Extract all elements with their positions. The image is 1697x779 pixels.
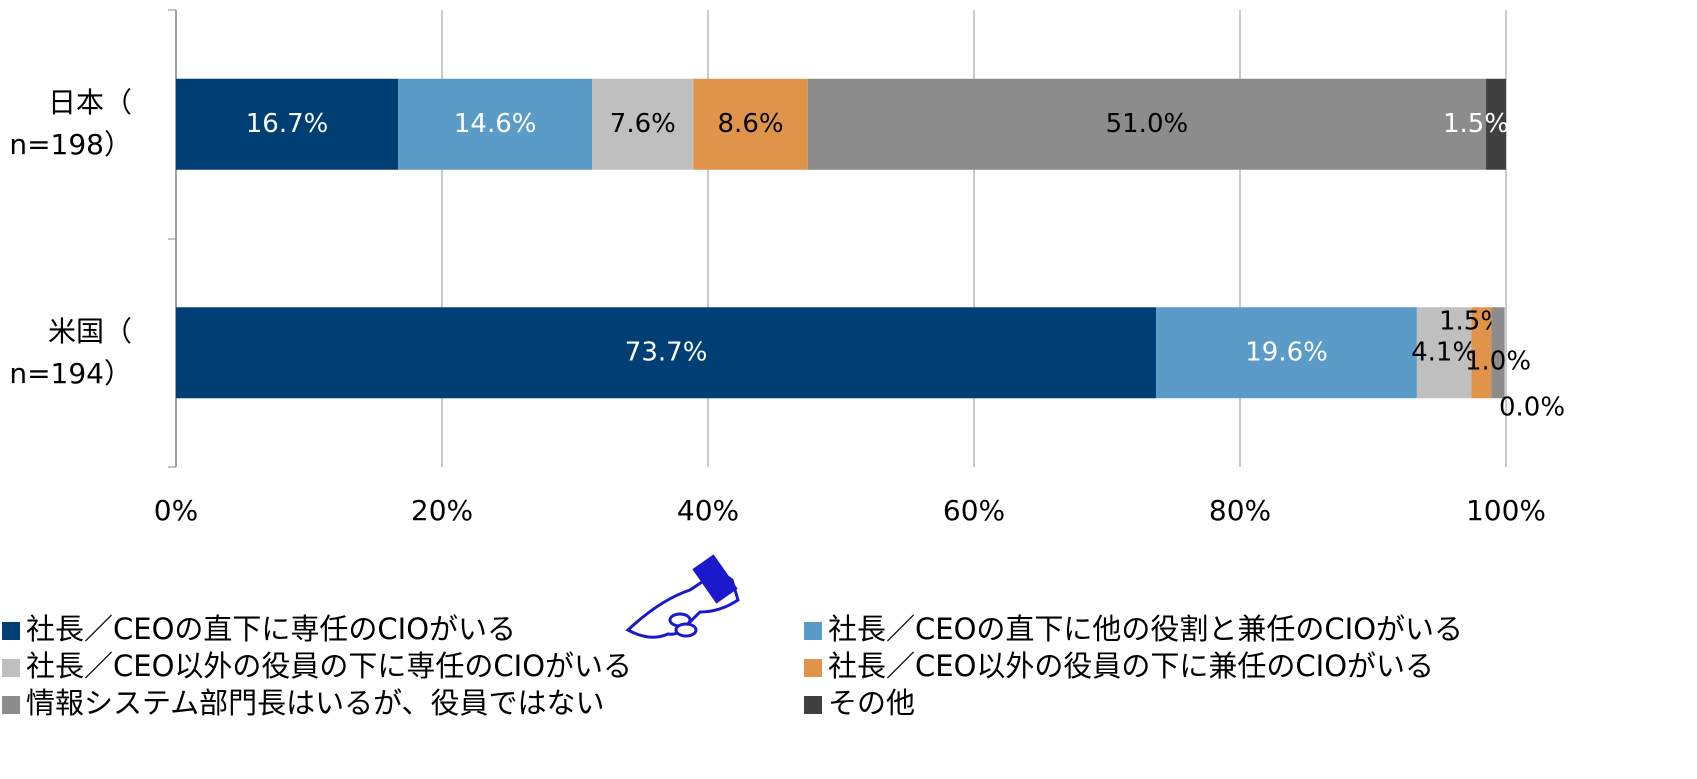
bar-segment [176,78,399,170]
y-tick-label: 米国（ n=194） [9,314,132,390]
bar-segment [1416,307,1472,399]
value-label: 1.5% [1443,109,1509,139]
value-label: 19.6% [1245,337,1328,367]
value-label: 1.0% [1465,347,1531,377]
value-label: 51.0% [1106,109,1189,139]
legend-swatch [804,696,822,714]
value-label: 4.1% [1411,337,1477,367]
bar-segment [1156,307,1417,399]
legend-label: 情報システム部門長はいるが、役員ではない [26,686,605,720]
value-label: 16.7% [246,109,329,139]
legend-label: その他 [828,686,915,720]
bar-segment [592,78,694,170]
bar-segment [807,78,1487,170]
bar-segment [398,78,593,170]
legend-label: 社長／CEO以外の役員の下に専任のCIOがいる [26,649,632,683]
legend-label: 社長／CEO以外の役員の下に兼任のCIOがいる [828,649,1434,683]
value-label: 0.0% [1499,393,1565,423]
legend-swatch [2,659,20,677]
y-tick-label: 日本（ n=198） [9,86,132,162]
bar-segment [1471,307,1492,399]
legend-label: 社長／CEOの直下に専任のCIOがいる [26,612,516,646]
x-tick-label: 60% [943,494,1005,527]
x-tick-label: 0% [154,494,198,527]
pointing-hand [625,554,740,639]
x-tick-label: 80% [1209,494,1271,527]
bar-segment [1491,307,1505,399]
legend-swatch [2,622,20,640]
x-tick-label: 40% [677,494,739,527]
bar-segment [693,78,808,170]
bar-segment [1486,78,1506,170]
value-label: 14.6% [454,109,537,139]
legend-swatch [804,622,822,640]
value-label: 7.6% [610,109,676,139]
legend-label: 社長／CEOの直下に他の役割と兼任のCIOがいる [828,612,1463,646]
legend-swatch [804,659,822,677]
x-tick-label: 100% [1466,494,1546,527]
bar-segment [176,307,1157,399]
value-label: 8.6% [718,109,784,139]
x-tick-label: 20% [411,494,473,527]
value-label: 73.7% [625,337,708,367]
legend-swatch [2,696,20,714]
